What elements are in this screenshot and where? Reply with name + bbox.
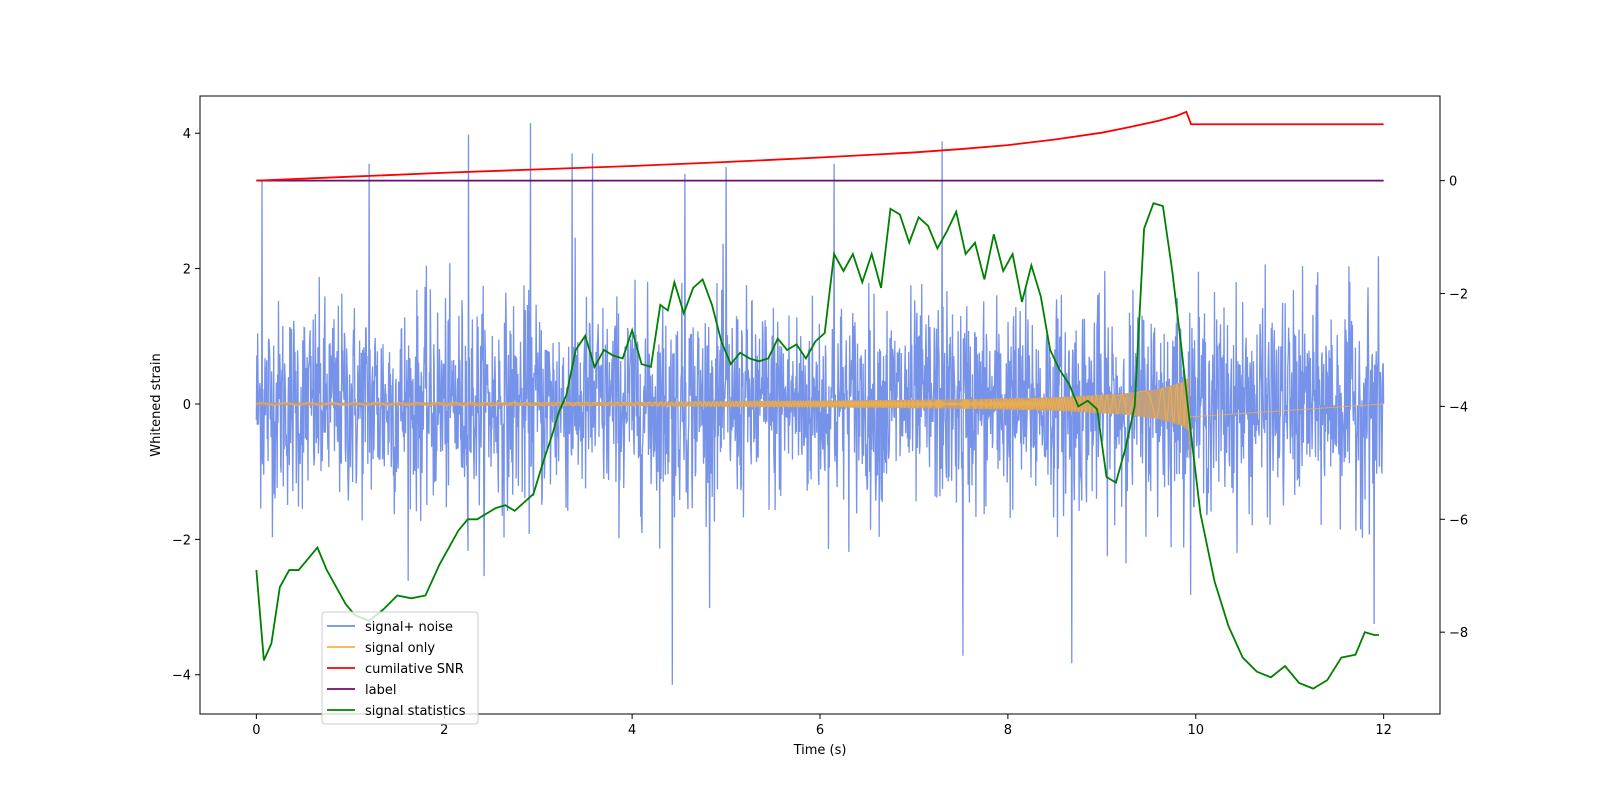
left-y-tick-label: 0 <box>183 398 191 413</box>
legend-entry: signal only <box>365 641 435 656</box>
legend-entry: label <box>365 683 396 698</box>
x-tick-label: 8 <box>1004 723 1012 738</box>
right-y-tick-label: −8 <box>1449 626 1468 641</box>
legend: signal+ noise signal only cumilative SNR la… <box>321 611 479 725</box>
right-y-tick-label: −4 <box>1449 400 1468 415</box>
x-tick-label: 6 <box>816 723 824 738</box>
legend-entry: signal+ noise <box>365 620 453 635</box>
left-y-tick-label: −4 <box>172 669 191 684</box>
right-y-axis-ticks: −8 −6 −4 −2 0 <box>1440 175 1468 641</box>
x-tick-label: 4 <box>628 723 636 738</box>
cumulative-snr-line <box>256 110 1384 182</box>
left-y-axis-ticks: −4 −2 0 2 4 <box>172 127 200 684</box>
legend-entry: cumilative SNR <box>365 662 464 677</box>
left-y-tick-label: 4 <box>183 127 191 142</box>
signal-only-chirp-envelope <box>256 376 1190 432</box>
right-y-tick-label: −2 <box>1449 288 1468 303</box>
plot-area <box>255 110 1385 690</box>
x-tick-label: 0 <box>252 723 260 738</box>
left-y-tick-label: −2 <box>172 533 191 548</box>
signal-noise-line <box>255 123 1385 685</box>
x-tick-label: 10 <box>1187 723 1204 738</box>
x-axis-label: Time (s) <box>793 743 847 758</box>
left-y-axis-label: Whitened strain <box>149 353 164 456</box>
legend-entry: signal statistics <box>365 704 466 719</box>
legend-box <box>321 611 479 725</box>
x-tick-label: 12 <box>1375 723 1392 738</box>
right-y-tick-label: −6 <box>1449 513 1468 528</box>
left-y-tick-label: 2 <box>183 263 191 278</box>
signal-statistics-line <box>255 202 1379 690</box>
right-y-tick-label: 0 <box>1449 175 1457 190</box>
signal-only-line <box>256 379 1384 431</box>
x-tick-label: 2 <box>440 723 448 738</box>
